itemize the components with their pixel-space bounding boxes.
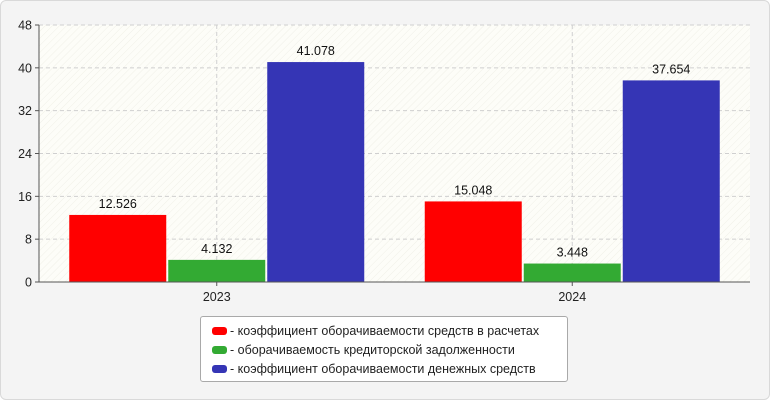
bar-value-label: 12.526 <box>99 197 137 211</box>
bar <box>424 201 522 282</box>
y-ticks: 0 8 16 24 32 40 48 <box>18 19 39 290</box>
legend-item: - коэффициент оборачиваемости средств в … <box>212 321 567 340</box>
bar <box>267 62 365 283</box>
y-tick-label: 48 <box>18 19 32 33</box>
y-tick-label: 24 <box>18 147 32 161</box>
x-ticks: 2023 2024 <box>203 282 586 304</box>
data-labels: 12.526 4.132 41.078 15.048 3.448 37.654 <box>99 44 691 259</box>
x-tick-label: 2023 <box>203 290 231 304</box>
legend-label: - оборачиваемость кредиторской задолженн… <box>230 342 515 357</box>
bar <box>622 80 720 282</box>
bar <box>69 214 167 282</box>
y-tick-label: 40 <box>18 61 32 75</box>
legend-item: - оборачиваемость кредиторской задолженн… <box>212 340 567 359</box>
bar-value-label: 37.654 <box>652 62 690 76</box>
legend-swatch-blue <box>212 364 227 373</box>
legend-label: - коэффициент оборачиваемости денежных с… <box>230 361 536 376</box>
bar <box>523 263 621 282</box>
legend-label: - коэффициент оборачиваемости средств в … <box>230 323 540 338</box>
bar-value-label: 3.448 <box>557 246 588 260</box>
bar-value-label: 41.078 <box>297 44 335 58</box>
gridlines <box>39 24 750 282</box>
bar <box>168 259 266 282</box>
y-tick-label: 16 <box>18 190 32 204</box>
y-tick-label: 8 <box>25 233 32 247</box>
bar-value-label: 15.048 <box>454 183 492 197</box>
bars <box>69 62 720 283</box>
y-tick-label: 32 <box>18 104 32 118</box>
legend-swatch-green <box>212 345 227 354</box>
legend-swatch-red <box>212 326 227 335</box>
legend: - коэффициент оборачиваемости средств в … <box>200 316 568 382</box>
y-tick-label: 0 <box>25 276 32 290</box>
x-tick-label: 2024 <box>558 290 586 304</box>
legend-item: - коэффициент оборачиваемости денежных с… <box>212 359 567 378</box>
bar-value-label: 4.132 <box>201 242 232 256</box>
